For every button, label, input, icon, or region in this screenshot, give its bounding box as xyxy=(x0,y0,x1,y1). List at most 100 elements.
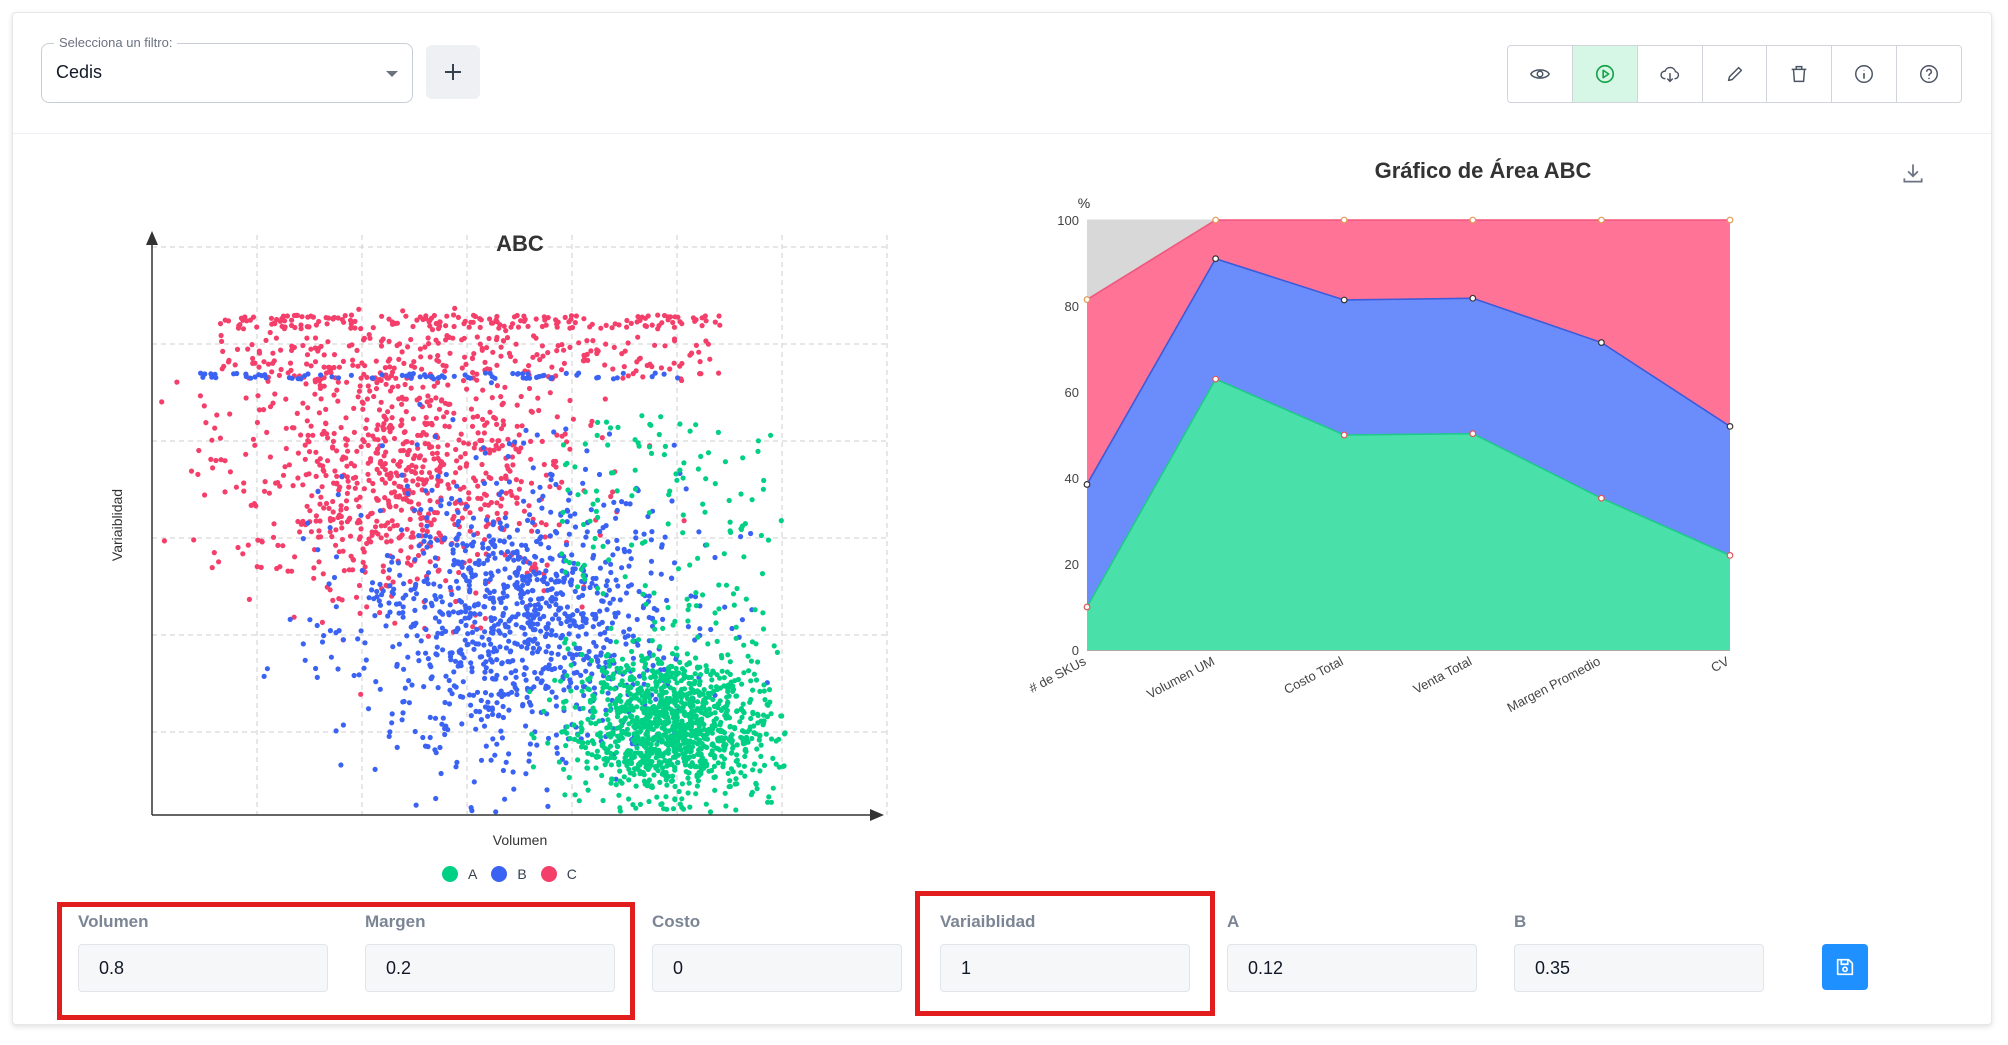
add-filter-button[interactable] xyxy=(426,45,480,99)
point-b xyxy=(469,629,476,635)
point-b xyxy=(410,621,416,627)
point-b xyxy=(543,649,549,655)
margen-input[interactable]: 0.2 xyxy=(365,944,615,992)
point-b xyxy=(414,633,420,639)
play-circle-icon xyxy=(1595,64,1614,84)
point-c xyxy=(331,392,337,398)
point-b xyxy=(506,479,512,485)
point-c xyxy=(388,373,395,379)
point-b xyxy=(198,370,204,376)
point-a xyxy=(608,625,614,631)
point-b xyxy=(482,450,488,456)
volumen-input[interactable]: 0.8 xyxy=(78,944,328,992)
point-b xyxy=(422,597,428,604)
point-b xyxy=(469,669,475,675)
point-a xyxy=(622,669,628,675)
point-c xyxy=(386,316,392,322)
run-button[interactable] xyxy=(1572,46,1638,102)
variabilidad-input[interactable]: 1 xyxy=(940,944,1190,992)
point-b xyxy=(530,489,536,495)
series-b-point xyxy=(1340,296,1348,304)
point-c xyxy=(338,424,344,431)
point-a xyxy=(658,698,664,705)
point-b xyxy=(633,535,639,541)
point-b xyxy=(591,639,597,646)
point-a xyxy=(682,740,688,746)
point-b xyxy=(435,630,441,636)
legend-item-b[interactable]: B xyxy=(491,866,527,882)
point-a xyxy=(660,765,666,771)
point-a xyxy=(647,421,653,427)
save-button[interactable] xyxy=(1822,944,1868,990)
point-c xyxy=(403,409,409,415)
point-c xyxy=(298,521,304,527)
point-a xyxy=(576,798,582,804)
point-a xyxy=(741,554,747,560)
point-a xyxy=(630,770,636,777)
point-c xyxy=(380,563,386,569)
help-button[interactable] xyxy=(1897,46,1961,102)
view-button[interactable] xyxy=(1508,46,1573,102)
a-input[interactable]: 0.12 xyxy=(1227,944,1477,992)
point-b xyxy=(369,587,375,593)
point-a xyxy=(693,715,699,721)
point-b xyxy=(423,488,429,494)
point-a xyxy=(662,720,669,726)
legend-item-c[interactable]: C xyxy=(540,866,577,882)
point-c xyxy=(304,352,311,358)
costo-input[interactable]: 0 xyxy=(652,944,902,992)
download-cloud-button[interactable] xyxy=(1638,46,1703,102)
point-c xyxy=(422,344,428,350)
info-button[interactable] xyxy=(1832,46,1898,102)
point-b xyxy=(488,692,494,698)
point-b xyxy=(613,577,619,583)
point-a xyxy=(742,753,748,760)
point-a xyxy=(608,743,614,749)
point-c xyxy=(469,355,476,362)
point-a xyxy=(637,689,643,695)
point-b xyxy=(404,633,410,639)
point-a xyxy=(750,687,756,693)
point-c xyxy=(467,510,473,516)
point-a xyxy=(764,714,771,720)
point-b xyxy=(563,426,569,432)
point-b xyxy=(621,629,627,635)
point-c xyxy=(603,341,609,347)
area-chart-download-button[interactable] xyxy=(1900,160,1926,186)
point-b xyxy=(439,721,445,727)
point-a xyxy=(740,701,746,707)
point-b xyxy=(327,628,333,634)
point-c xyxy=(269,369,275,375)
point-b xyxy=(521,498,527,504)
edit-button[interactable] xyxy=(1703,46,1768,102)
point-b xyxy=(696,529,702,535)
point-c xyxy=(594,350,600,357)
point-a xyxy=(686,660,692,666)
point-a xyxy=(709,730,715,736)
point-b xyxy=(739,617,746,623)
filter-select[interactable]: Selecciona un filtro: Cedis xyxy=(41,35,413,103)
point-b xyxy=(499,525,505,531)
point-c xyxy=(620,375,626,381)
point-a xyxy=(593,508,599,514)
point-c xyxy=(352,318,358,324)
point-a xyxy=(765,537,772,543)
point-b xyxy=(439,625,445,631)
point-b xyxy=(611,499,617,505)
point-c xyxy=(414,317,420,323)
point-b xyxy=(525,371,531,377)
legend-item-a[interactable]: A xyxy=(442,866,477,882)
point-b xyxy=(582,466,589,472)
point-a xyxy=(713,620,719,626)
point-b xyxy=(597,565,603,571)
point-c xyxy=(317,382,323,388)
point-a xyxy=(750,709,756,715)
point-c xyxy=(279,323,285,329)
point-b xyxy=(467,610,474,616)
b-input[interactable]: 0.35 xyxy=(1514,944,1764,992)
point-b xyxy=(578,672,584,678)
point-a xyxy=(608,750,614,757)
point-c xyxy=(422,457,428,463)
delete-button[interactable] xyxy=(1767,46,1833,102)
point-b xyxy=(321,633,327,639)
